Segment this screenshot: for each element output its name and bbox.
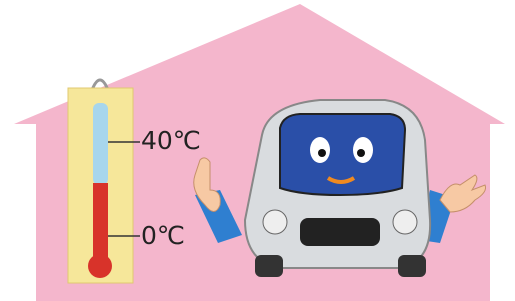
wheel xyxy=(255,255,283,277)
pupil xyxy=(357,149,365,157)
tube-mercury xyxy=(93,183,108,263)
scale-label: 40℃ xyxy=(141,126,201,155)
scale-label: 0℃ xyxy=(141,221,185,250)
tube-empty xyxy=(93,103,108,185)
page: 40℃ 0℃ (() => { const data = JSON.parse(… xyxy=(0,0,515,301)
bulb xyxy=(88,254,112,278)
grille xyxy=(300,218,380,246)
headlight xyxy=(393,210,417,234)
headlight xyxy=(263,210,287,234)
pupil xyxy=(318,149,326,157)
wheel xyxy=(398,255,426,277)
illustration: 40℃ 0℃ xyxy=(0,0,515,301)
